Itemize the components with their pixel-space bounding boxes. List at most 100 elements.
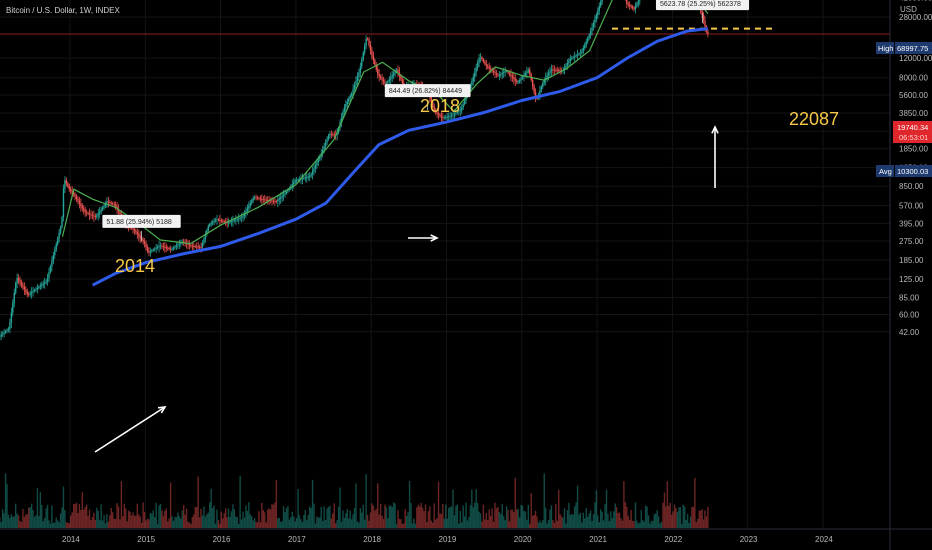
candle-body <box>463 100 466 105</box>
candle-body <box>136 232 139 235</box>
volume-bar <box>248 502 250 528</box>
measure-box-text: 5623.78 (25.25%) 562378 <box>660 1 741 8</box>
candle-body <box>359 66 362 73</box>
candle-body <box>106 201 108 204</box>
candle-body <box>272 200 275 202</box>
candle-body <box>461 107 463 111</box>
candle-body <box>555 69 557 71</box>
price-tick: 85.00 <box>899 294 920 303</box>
volume-bar <box>4 473 7 528</box>
volume-bar <box>573 506 576 528</box>
candle-body <box>9 322 11 329</box>
candle-body <box>35 288 37 290</box>
volume-bar <box>598 522 600 528</box>
candle-body <box>139 236 141 239</box>
volume-bar <box>456 504 459 528</box>
volume-bar <box>85 504 88 528</box>
candle-body <box>589 31 592 36</box>
volume-bar <box>264 512 266 528</box>
candle-body <box>353 85 356 90</box>
annotation-2014: 2014 <box>115 256 155 276</box>
volume-bar <box>113 518 115 528</box>
volume-bar <box>149 513 152 528</box>
candle-body <box>586 38 589 42</box>
candle-body <box>171 248 173 250</box>
volume-bar <box>686 513 689 528</box>
volume-bar <box>258 511 260 528</box>
candle-body <box>227 222 230 224</box>
volume-bar <box>434 519 437 528</box>
volume-bar <box>65 522 68 528</box>
volume-bar <box>613 511 615 528</box>
volume-bar <box>542 520 544 528</box>
candle-body <box>452 114 454 116</box>
arrow-2022-head <box>711 125 719 134</box>
candle-body <box>510 74 512 76</box>
volume-bar <box>537 522 540 528</box>
volume-bar <box>701 509 703 528</box>
volume-bar <box>51 505 53 528</box>
volume-bar <box>513 512 515 528</box>
candle-body <box>566 63 569 66</box>
volume-bar <box>39 492 42 528</box>
volume-bar <box>340 521 343 528</box>
candle-body <box>494 72 496 74</box>
volume-bar <box>387 518 389 528</box>
volume-bar <box>417 504 419 528</box>
volume-bar <box>374 510 376 528</box>
candle-body <box>575 55 577 57</box>
volume-bar <box>403 523 405 528</box>
candle-body <box>497 74 499 76</box>
volume-bar <box>26 514 28 528</box>
candle-body <box>165 247 167 249</box>
volume-bar <box>697 518 699 528</box>
candle-body <box>25 289 27 292</box>
volume-bar <box>119 519 121 528</box>
candle-body <box>230 221 233 222</box>
candle-body <box>481 57 483 60</box>
candle-body <box>70 189 72 192</box>
candle-body <box>563 67 566 71</box>
candle-body <box>436 112 438 114</box>
volume-bar <box>126 521 128 528</box>
candle-body <box>56 238 59 245</box>
volume-bar <box>643 521 645 528</box>
volume-bar <box>498 511 501 528</box>
candle-body <box>628 4 631 6</box>
volume-bar <box>252 520 254 528</box>
volume-bar <box>32 509 34 528</box>
volume-bar <box>122 516 124 528</box>
volume-bar <box>634 502 637 528</box>
candle-body <box>333 134 335 136</box>
volume-bar <box>291 511 293 528</box>
volume-bar <box>127 510 130 528</box>
candle-body <box>168 248 170 250</box>
candle-body <box>498 75 501 77</box>
volume-bar <box>433 503 435 528</box>
volume-bar <box>96 507 98 528</box>
volume-bar <box>143 512 146 528</box>
volume-bar <box>175 517 178 528</box>
candle-body <box>432 101 434 107</box>
volume-bar <box>256 522 259 528</box>
candle-body <box>279 197 282 199</box>
time-axis[interactable]: 2014 2015 2016 2017 2018 2019 2020 2021 2022 2023… <box>62 535 833 544</box>
volume-bar <box>171 516 173 528</box>
candle-body <box>148 250 150 253</box>
candle-body <box>198 246 201 248</box>
volume-bar <box>35 515 37 528</box>
volume-bar <box>481 521 483 528</box>
volume-bar <box>282 506 285 528</box>
candle-body <box>203 238 205 244</box>
candle-body <box>702 14 705 21</box>
volume-bar <box>295 518 298 528</box>
volume-bar <box>155 502 157 528</box>
volume-bar <box>145 520 147 528</box>
symbol-title: Bitcoin / U.S. Dollar, 1W, INDEX <box>6 6 120 15</box>
candle-body <box>332 134 334 136</box>
volume-bar <box>586 516 589 528</box>
candle-body <box>285 191 288 193</box>
volume-bar <box>610 511 612 528</box>
price-tick: 850.00 <box>899 182 924 191</box>
